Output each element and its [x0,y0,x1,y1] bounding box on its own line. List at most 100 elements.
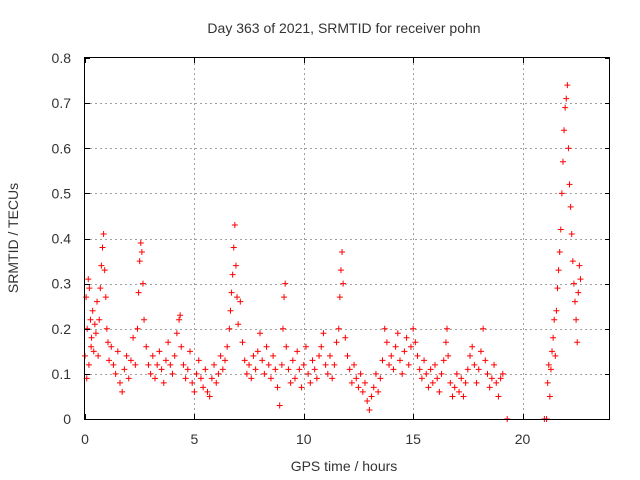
data-point [294,348,301,355]
data-point [227,307,234,314]
data-point [92,330,99,337]
data-point [576,262,583,269]
x-tick-label: 0 [81,431,89,447]
data-point [545,361,552,368]
data-point [366,406,373,413]
data-point [171,352,178,359]
data-point [94,298,101,305]
data-point [195,357,202,364]
data-point [127,357,134,364]
data-point [270,352,277,359]
data-point [383,339,390,346]
data-point [158,366,165,373]
x-axis-ticks: 0 5 10 15 20 [81,58,530,447]
data-point [229,271,236,278]
data-point [187,348,193,355]
x-tick-label: 20 [515,431,531,447]
data-point [331,361,338,368]
data-point [88,343,95,350]
data-point [202,366,209,373]
data-point [154,361,161,368]
data-point [123,352,130,359]
data-point [83,294,90,301]
data-point [348,379,355,386]
data-point [570,280,577,287]
data-point [460,393,467,400]
data-point [176,316,183,323]
data-point [309,357,316,364]
data-point [442,339,449,346]
data-point [206,393,213,400]
data-point [114,348,121,355]
data-point [259,357,266,364]
y-tick-label: 0.5 [52,185,72,201]
data-point [289,357,296,364]
data-point [283,343,290,350]
y-axis-label: SRMTID / TECUs [5,183,21,293]
data-point [298,384,305,391]
data-point [226,325,233,332]
data-point [305,370,312,377]
data-point [440,357,447,364]
data-point [228,289,235,296]
data-point [559,158,566,165]
data-point [381,325,388,332]
data-point [200,384,207,391]
data-point [425,384,432,391]
data-point [553,307,560,314]
data-point [469,343,476,350]
data-point [550,334,557,341]
x-tick-label: 5 [190,431,198,447]
data-point [436,388,443,395]
data-point [390,366,397,373]
data-point [87,316,94,323]
data-point [572,298,578,305]
data-point [149,352,156,359]
grid-lines [85,58,610,419]
data-points [82,82,584,422]
data-point [318,343,325,350]
data-point [125,375,132,382]
data-point [147,370,154,377]
data-point [274,384,281,391]
data-point [364,397,371,404]
data-point [95,352,102,359]
data-point [232,262,239,269]
data-point [401,348,408,355]
data-point [104,339,111,346]
data-point [377,375,384,382]
x-axis-label: GPS time / hours [291,458,398,474]
y-tick-label: 0 [63,411,71,427]
data-point [160,379,167,386]
data-point [96,316,103,323]
data-point [552,352,559,359]
data-point [412,339,419,346]
data-point [222,357,228,364]
y-tick-label: 0.6 [52,140,72,156]
data-point [451,384,458,391]
data-point [169,370,176,377]
data-point [488,375,495,382]
data-point [399,370,406,377]
data-point [375,388,382,395]
data-point [117,379,123,386]
data-point [191,388,198,395]
data-point [414,352,421,359]
data-point [577,276,584,283]
data-point [486,384,493,391]
data-point [574,339,581,346]
data-point [97,285,104,292]
data-point [197,375,204,382]
data-point [177,312,184,319]
data-point [444,325,451,332]
data-point [178,343,185,350]
data-point [85,361,92,368]
data-point [558,190,565,197]
data-point [143,343,150,350]
data-point [162,357,169,364]
data-point [167,361,174,368]
data-point [453,370,460,377]
data-point [165,339,172,346]
data-point [316,352,323,359]
data-point [418,375,425,382]
